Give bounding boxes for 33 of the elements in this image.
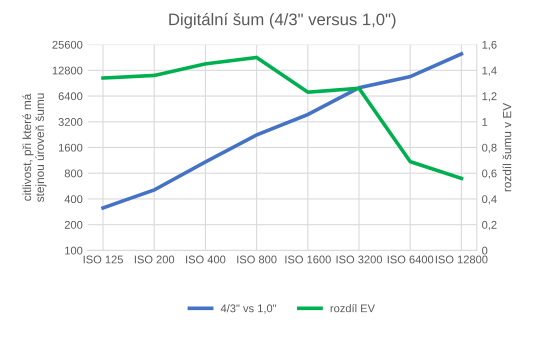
- y2-tick-label: 1,4: [482, 66, 497, 76]
- x-tick-label: ISO 800: [237, 256, 277, 264]
- y2-tick-label: 0,8: [482, 144, 497, 153]
- legend-label: 4/3" vs 1,0": [220, 304, 276, 314]
- y2-tick-label: 0,4: [482, 195, 497, 204]
- x-tick-label: ISO 3200: [336, 256, 382, 264]
- y-tick-label: 12800: [52, 66, 82, 74]
- y2-tick-label: 0,2: [482, 220, 497, 230]
- chart-title: Digitální šum (4/3" versus 1,0"): [169, 12, 396, 29]
- y2-tick-label: 0,6: [482, 169, 497, 179]
- x-tick-label: ISO 12800: [436, 256, 488, 264]
- x-tick-label: ISO 125: [84, 256, 123, 264]
- line-series: [101, 56, 464, 180]
- y2-tick-label: 1,6: [482, 40, 497, 50]
- y-tick-label: 400: [64, 195, 82, 204]
- y-tick-label: 1600: [58, 144, 82, 152]
- y2-tick-label: 0: [482, 246, 488, 255]
- x-tick-label: ISO 200: [134, 256, 174, 264]
- x-tick-label: ISO 1600: [285, 256, 331, 264]
- x-tick-label: ISO 6400: [388, 256, 434, 264]
- y2-axis-title: rozdíl šumu v EV: [502, 102, 512, 192]
- legend-label: rozdíl EV: [330, 304, 375, 312]
- y2-tick-label: 1,2: [482, 92, 497, 102]
- y-tick-label: 3200: [58, 118, 82, 126]
- y-tick-label: 800: [64, 169, 82, 178]
- x-tick-label: ISO 400: [186, 256, 226, 264]
- y-tick-label: 100: [65, 246, 82, 255]
- y-tick-label: 6400: [58, 92, 82, 100]
- y-axis-title: citlivost, při které má stejnou úroveň šumu: [22, 93, 46, 202]
- y-tick-label: 200: [64, 220, 82, 229]
- y-tick-label: 25600: [52, 40, 82, 49]
- y2-tick-label: 1: [482, 118, 488, 126]
- line-series: [101, 52, 464, 210]
